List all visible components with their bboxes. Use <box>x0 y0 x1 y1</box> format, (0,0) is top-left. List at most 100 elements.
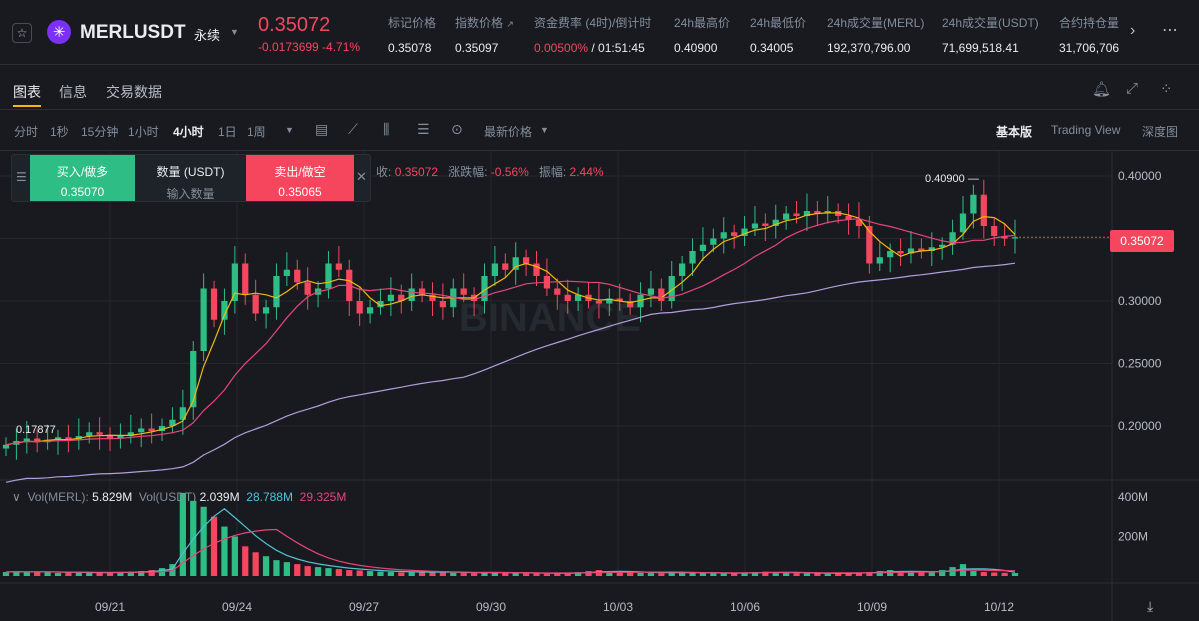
candle-body <box>679 263 686 276</box>
favorite-star-icon[interactable]: ☆ <box>12 23 32 43</box>
calendar-icon[interactable]: ▤ <box>315 121 329 137</box>
x-tick-label: 09/30 <box>476 600 506 614</box>
y-tick-label: 0.25000 <box>1118 357 1162 371</box>
candle-body <box>574 294 582 301</box>
timeframe-1s[interactable]: 1秒 <box>50 125 69 139</box>
timeframe-1w[interactable]: 1周 <box>247 125 266 139</box>
candle-body <box>65 437 72 440</box>
indicator-icon[interactable]: ⟋ <box>348 121 358 137</box>
expand-icon[interactable]: ⤢ <box>1126 80 1139 97</box>
candle-type-icon[interactable]: ⫼ <box>383 121 390 137</box>
candle-body <box>439 301 447 308</box>
candle-body <box>408 288 415 301</box>
quick-order-panel: ☰ 买入/做多 0.35070 数量 (USDT) 输入数量 卖出/做空 0.3… <box>11 154 371 202</box>
timeframe-time[interactable]: 分时 <box>14 125 39 139</box>
volume-bar <box>127 571 134 576</box>
candle-body <box>242 263 249 295</box>
sell-short-button[interactable]: 卖出/做空 0.35065 <box>246 155 354 201</box>
buy-long-button[interactable]: 买入/做多 0.35070 <box>30 155 135 201</box>
candle-body <box>200 288 207 351</box>
settings-icon[interactable]: ⊙ <box>451 121 463 137</box>
candle-body <box>418 288 426 295</box>
timeframe-more-chevron-down-icon[interactable]: ▼ <box>285 125 294 135</box>
x-tick-label: 09/27 <box>349 600 379 614</box>
candle-body <box>866 226 873 264</box>
volume-bar <box>439 572 447 576</box>
volume-bar <box>252 552 259 576</box>
volume-bar <box>262 556 270 576</box>
bell-icon[interactable]: 🔔︎ <box>1092 81 1112 98</box>
volume-bar <box>574 572 582 576</box>
view-basic[interactable]: 基本版 <box>996 125 1033 139</box>
volume-bar <box>304 566 311 576</box>
volume-bar <box>13 571 20 576</box>
candle-body <box>751 223 759 229</box>
candle-body <box>897 251 904 254</box>
volume-bar <box>491 572 499 576</box>
chart-tabs: 图表 信息 交易数据 <box>0 65 1199 110</box>
candle-body <box>34 438 41 443</box>
stat-mark-price: 标记价格 0.35078 <box>388 16 437 55</box>
volume-bar <box>939 570 946 576</box>
contract-type[interactable]: 永续 <box>194 28 221 43</box>
volume-bar <box>294 564 301 576</box>
tab-info[interactable]: 信息 <box>59 84 87 100</box>
view-tradingview[interactable]: Trading View <box>1051 123 1121 137</box>
volume-bar <box>835 573 842 576</box>
market-header: ☆ ✳ MERLUSDT 永续 ▼ 0.35072 -0.0173699 -4.… <box>0 0 1199 65</box>
volume-bar <box>23 572 30 576</box>
volume-bar <box>627 572 634 576</box>
volume-bar <box>970 571 977 576</box>
volume-bar <box>585 571 592 576</box>
view-depth[interactable]: 深度图 <box>1142 125 1179 139</box>
close-icon[interactable]: ✕ <box>356 169 367 184</box>
volume-bar <box>980 572 987 576</box>
volume-bar <box>314 567 322 576</box>
timeframe-1d[interactable]: 1日 <box>218 125 237 139</box>
candlestick-chart[interactable]: 0.400000.350000.300000.250000.2000009/21… <box>0 151 1199 621</box>
drawing-tools-icon[interactable]: ☰ <box>417 121 430 137</box>
candle-body <box>668 276 675 301</box>
candle-body <box>273 276 280 308</box>
candle-body <box>793 213 800 216</box>
volume-bar <box>731 572 738 576</box>
candle-body <box>522 257 530 264</box>
candle-body <box>398 294 405 301</box>
symbol-name[interactable]: MERLUSDT <box>80 22 186 43</box>
more-options-icon[interactable]: ⋯ <box>1162 22 1179 39</box>
chart-toolbar: 分时 1秒 15分钟 1小时 4小时 1日 1周 ▼ ▤ ⟋ ⫼ ☰ ⊙ 最新价… <box>0 110 1199 151</box>
quantity-input[interactable]: 数量 (USDT) 输入数量 <box>156 165 225 201</box>
volume-bar <box>1001 572 1008 576</box>
tab-trading-data[interactable]: 交易数据 <box>106 84 162 100</box>
volume-bar <box>221 526 228 576</box>
layout-grid-icon[interactable]: ⁘ <box>1160 81 1173 98</box>
timeframe-1h[interactable]: 1小时 <box>128 125 159 139</box>
timeframe-4h[interactable]: 4小时 <box>173 125 204 139</box>
drag-handle-icon[interactable]: ☰ <box>16 170 27 184</box>
ma-mid-line <box>5 218 1016 446</box>
candle-body <box>699 244 707 251</box>
volume-collapse-chevron-icon[interactable]: ∨ <box>12 490 21 504</box>
volume-bar <box>845 572 852 576</box>
tab-chart[interactable]: 图表 <box>13 84 41 100</box>
volume-bar <box>34 571 41 576</box>
candle-body <box>325 263 332 289</box>
candle-body <box>533 263 540 276</box>
timeframe-15m[interactable]: 15分钟 <box>81 125 119 139</box>
scroll-right-chevron-icon[interactable]: › <box>1130 22 1136 39</box>
volume-bar <box>772 572 779 576</box>
price-type-chevron-down-icon[interactable]: ▼ <box>540 125 549 135</box>
price-type-select[interactable]: 最新价格 <box>484 125 533 139</box>
volume-bar <box>231 536 238 576</box>
ma-long-line <box>5 262 1016 483</box>
y-tick-label: 0.30000 <box>1118 294 1162 308</box>
volume-bar <box>335 569 342 576</box>
symbol-dropdown-chevron-down-icon[interactable]: ▼ <box>230 27 239 37</box>
candle-body <box>907 248 915 254</box>
chart-area[interactable]: 0.400000.350000.300000.250000.2000009/21… <box>0 151 1199 621</box>
candle-body <box>762 223 769 226</box>
candle-body <box>741 228 748 236</box>
reset-axis-icon[interactable]: ⤓ <box>1147 599 1153 615</box>
volume-bar <box>689 572 696 576</box>
ma-short-line <box>5 212 1016 446</box>
